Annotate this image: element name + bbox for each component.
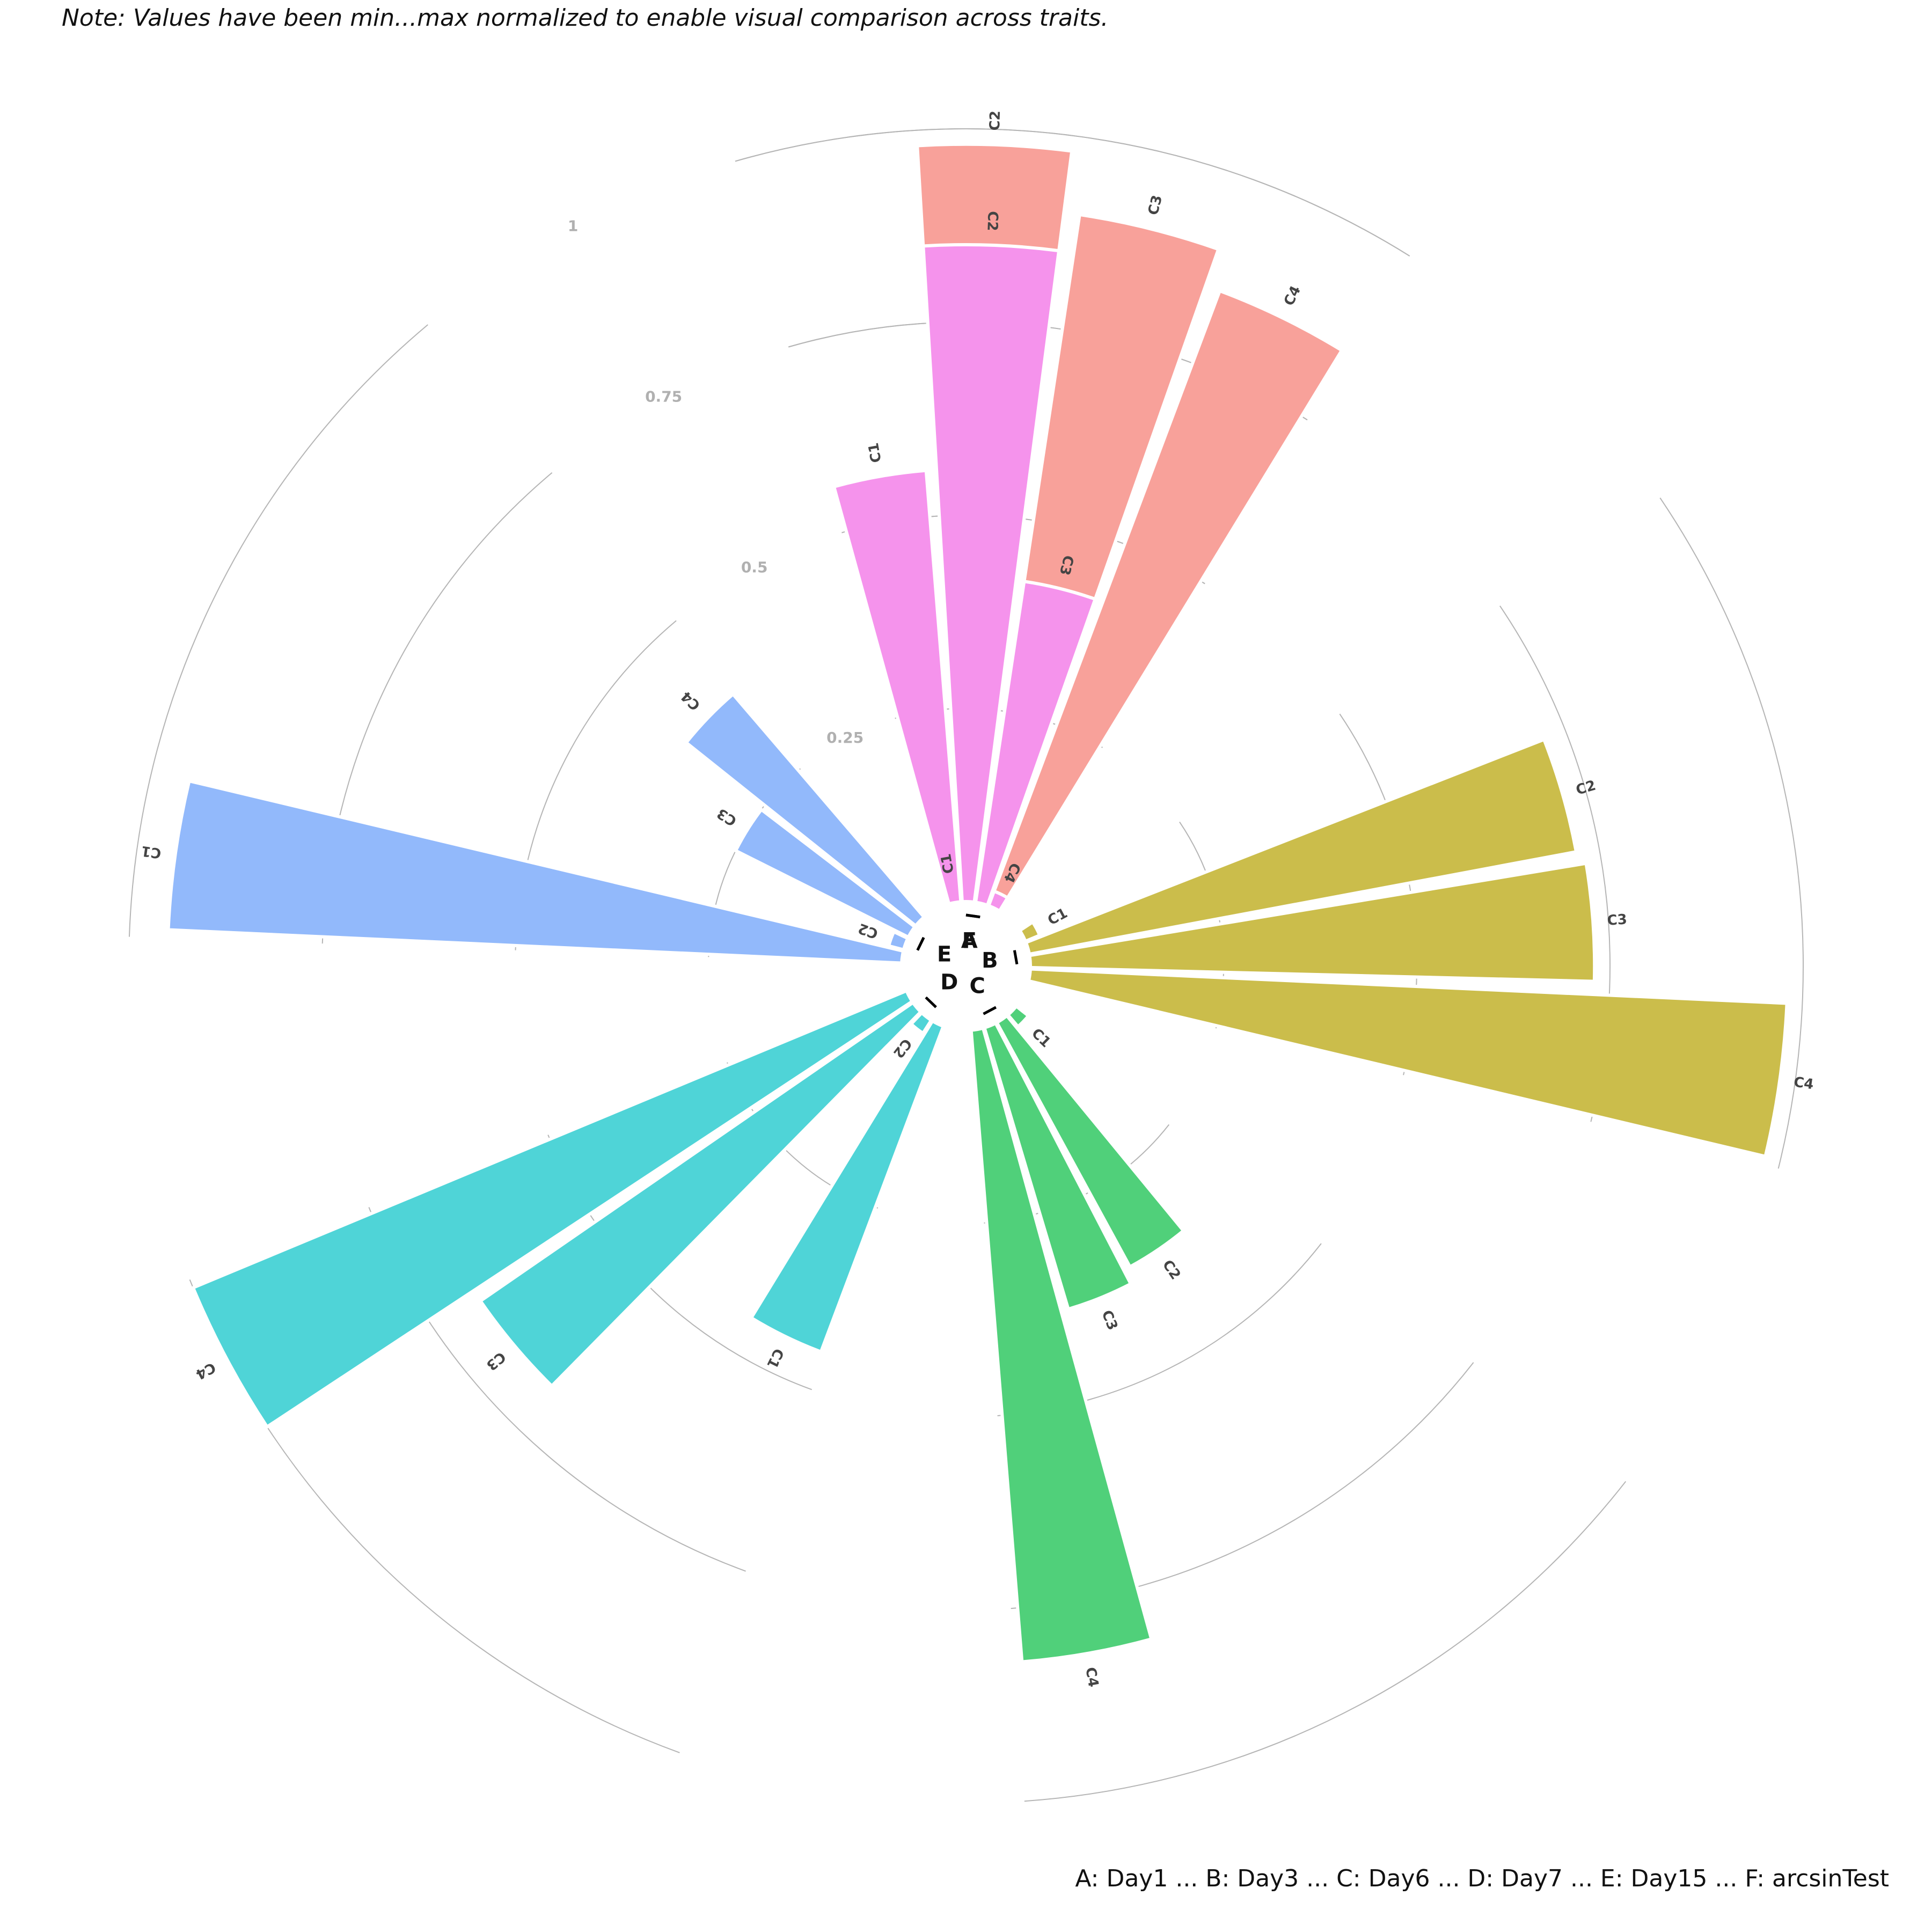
- bars: [166, 142, 1789, 1664]
- bar-label-d-c1: C1: [763, 1346, 786, 1371]
- bar-d-c2: [909, 1010, 934, 1036]
- bar-label-b-c4: C4: [1792, 1074, 1814, 1093]
- bar-f-c3: [974, 579, 1097, 908]
- bar-label-e-c1: C1: [140, 843, 162, 861]
- bar-label-c-c3: C3: [1098, 1308, 1121, 1333]
- bar-d-c3: [478, 1000, 923, 1388]
- bar-label-f-c2: C2: [984, 211, 1000, 231]
- bar-f-c1: [832, 469, 963, 906]
- bar-c-c3: [982, 1021, 1133, 1312]
- bar-f-c2: [921, 243, 1061, 904]
- radial-tick-labels: 0.25 0.5 0.75 1: [568, 217, 863, 747]
- bar-label-b-c3: C3: [1607, 911, 1628, 929]
- group-tick-e: [916, 936, 925, 951]
- bar-e-c4: [684, 692, 927, 928]
- bar-b-c4: [1027, 967, 1789, 1159]
- grid-arc-a-3: [735, 128, 1410, 257]
- bar-f-c4: [986, 889, 1010, 913]
- bar-c-c4: [969, 1026, 1154, 1664]
- chart-caption: A: Day1 ... B: Day3 ... C: Day6 ... D: D…: [1075, 1865, 1889, 1892]
- grid-arc-f-3: [735, 128, 1410, 257]
- bar-label-d-c4: C4: [193, 1359, 218, 1382]
- bar-c-c1: [1005, 1004, 1031, 1029]
- r-tick-label-0: 0.25: [826, 729, 863, 747]
- bar-label-e-c4: C4: [678, 688, 704, 713]
- bar-b-c2: [1023, 737, 1578, 956]
- bar-label-a-c3: C3: [1145, 194, 1166, 217]
- group-label-c: C: [969, 974, 985, 999]
- grid-arc-c-3: [1024, 1481, 1627, 1802]
- group-tick-b: [1013, 950, 1019, 965]
- group-tick-c: [983, 1006, 997, 1015]
- group-label-f: F: [962, 928, 977, 953]
- bar-d-c1: [749, 1019, 946, 1354]
- bar-c-c2: [994, 1013, 1186, 1269]
- bar-b-c1: [1018, 919, 1042, 943]
- bar-d-c4: [191, 989, 914, 1429]
- r-tick-label-3: 1: [568, 217, 578, 235]
- grid-arc-b-3: [1659, 497, 1804, 1169]
- group-label-d: D: [940, 970, 958, 994]
- bar-label-b-c2: C2: [1574, 778, 1598, 799]
- r-tick-label-1: 0.5: [741, 558, 768, 576]
- r-tick-label-2: 0.75: [645, 387, 682, 405]
- bar-label-f-c1: C1: [866, 442, 885, 464]
- group-label-b: B: [982, 948, 998, 973]
- group-label-a: A: [961, 928, 978, 953]
- bar-label-a-c2: C2: [987, 111, 1004, 131]
- group-tick-f: [965, 913, 980, 919]
- bar-e-c1: [166, 779, 905, 965]
- bar-b-c3: [1027, 861, 1597, 983]
- bar-label-c-c2: C2: [1159, 1257, 1184, 1283]
- bar-label-e-c3: C3: [714, 805, 740, 829]
- bar-label-a-c1: C1: [938, 852, 957, 875]
- grid-arc-e-3: [128, 324, 428, 937]
- group-label-e: E: [937, 942, 952, 967]
- bar-label-d-c3: C3: [483, 1348, 509, 1373]
- bar-label-c-c4: C4: [1082, 1666, 1101, 1688]
- group-tick-d: [925, 996, 937, 1008]
- bar-e-c3: [733, 807, 917, 940]
- bar-label-a-c4: C4: [1281, 283, 1304, 309]
- chart-note: Note: Values have been min...max normali…: [62, 4, 1109, 32]
